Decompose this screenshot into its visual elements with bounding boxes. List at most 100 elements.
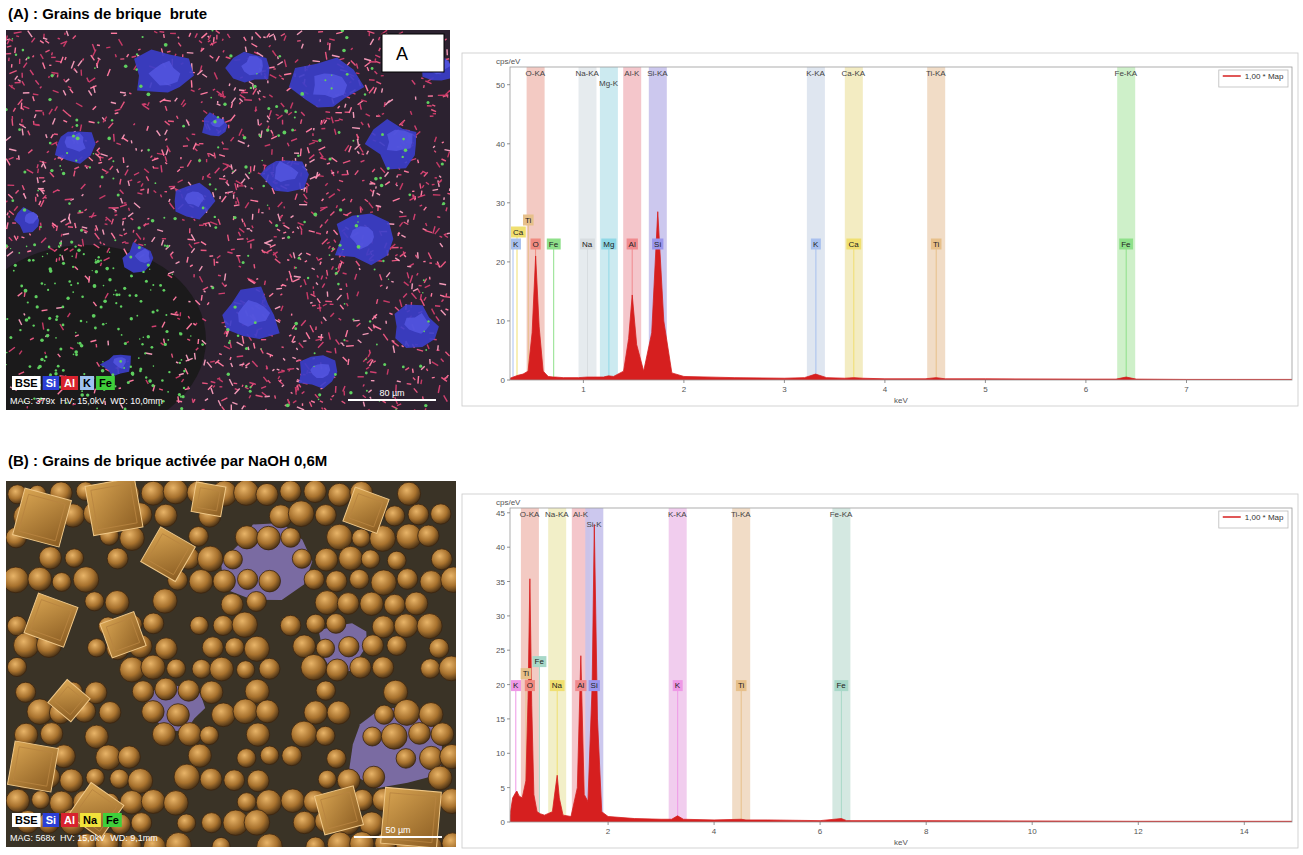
texture bbox=[115, 302, 117, 304]
texture bbox=[46, 334, 50, 338]
texture bbox=[95, 154, 100, 158]
texture bbox=[202, 382, 208, 384]
texture bbox=[177, 400, 183, 402]
texture bbox=[294, 276, 301, 278]
texture bbox=[18, 128, 21, 131]
texture bbox=[22, 49, 25, 52]
texture bbox=[297, 368, 299, 370]
texture bbox=[120, 91, 126, 93]
texture bbox=[213, 386, 215, 388]
texture bbox=[305, 164, 307, 167]
texture bbox=[239, 228, 244, 232]
sphere bbox=[280, 481, 301, 502]
texture bbox=[234, 87, 236, 90]
texture bbox=[180, 166, 184, 168]
texture bbox=[97, 44, 100, 46]
texture bbox=[370, 372, 376, 373]
texture bbox=[397, 380, 401, 382]
texture bbox=[182, 395, 185, 398]
texture bbox=[256, 278, 258, 280]
texture bbox=[53, 118, 56, 124]
texture bbox=[48, 76, 50, 78]
texture bbox=[76, 103, 82, 107]
texture bbox=[417, 349, 423, 351]
texture bbox=[330, 212, 334, 216]
texture bbox=[150, 289, 152, 291]
texture bbox=[179, 374, 184, 376]
texture bbox=[425, 408, 427, 410]
texture bbox=[40, 226, 42, 228]
grain bbox=[14, 207, 39, 233]
texture bbox=[22, 129, 23, 136]
texture bbox=[122, 218, 126, 220]
grain bbox=[387, 130, 413, 151]
texture bbox=[10, 248, 11, 249]
texture bbox=[130, 275, 133, 278]
texture bbox=[167, 391, 169, 393]
texture bbox=[135, 294, 138, 297]
texture bbox=[167, 339, 169, 341]
texture bbox=[95, 259, 97, 261]
texture bbox=[180, 157, 182, 159]
texture bbox=[426, 223, 427, 226]
texture bbox=[239, 185, 244, 186]
texture bbox=[189, 244, 192, 248]
texture bbox=[222, 142, 224, 145]
texture bbox=[283, 232, 286, 233]
texture bbox=[180, 407, 183, 410]
texture bbox=[148, 379, 152, 383]
texture bbox=[138, 226, 141, 229]
texture bbox=[202, 207, 205, 210]
texture bbox=[54, 372, 57, 375]
texture bbox=[351, 60, 356, 65]
texture bbox=[21, 103, 23, 110]
texture bbox=[223, 148, 229, 150]
texture bbox=[262, 392, 267, 396]
grain bbox=[313, 73, 347, 98]
texture bbox=[264, 243, 271, 246]
texture bbox=[100, 263, 101, 266]
texture bbox=[204, 360, 205, 366]
texture bbox=[335, 112, 342, 114]
texture bbox=[331, 170, 334, 176]
texture bbox=[423, 85, 425, 88]
texture bbox=[69, 214, 70, 220]
texture bbox=[396, 183, 397, 185]
texture bbox=[18, 252, 20, 254]
texture bbox=[367, 67, 369, 71]
texture bbox=[155, 182, 157, 184]
texture bbox=[216, 56, 219, 61]
sphere bbox=[288, 501, 314, 527]
texture bbox=[121, 198, 123, 203]
texture bbox=[80, 125, 81, 132]
texture bbox=[102, 361, 104, 363]
texture bbox=[124, 342, 127, 345]
texture bbox=[383, 401, 386, 403]
texture bbox=[223, 176, 225, 177]
texture bbox=[47, 151, 49, 153]
texture bbox=[152, 325, 157, 327]
texture bbox=[248, 145, 249, 147]
texture bbox=[193, 399, 195, 403]
texture bbox=[66, 152, 68, 154]
texture bbox=[164, 339, 165, 344]
texture bbox=[407, 220, 409, 223]
texture bbox=[27, 169, 34, 173]
texture bbox=[218, 275, 221, 277]
texture bbox=[66, 79, 70, 82]
texture bbox=[9, 149, 16, 151]
texture bbox=[355, 224, 359, 228]
texture bbox=[23, 63, 27, 68]
texture bbox=[237, 355, 244, 357]
texture bbox=[206, 159, 207, 162]
texture bbox=[29, 234, 30, 236]
texture bbox=[247, 240, 254, 243]
texture bbox=[258, 209, 260, 213]
texture bbox=[357, 323, 361, 326]
grain bbox=[395, 304, 439, 348]
texture bbox=[242, 219, 243, 223]
texture bbox=[80, 344, 84, 348]
texture bbox=[165, 156, 167, 162]
texture bbox=[218, 219, 220, 225]
texture bbox=[199, 224, 204, 226]
